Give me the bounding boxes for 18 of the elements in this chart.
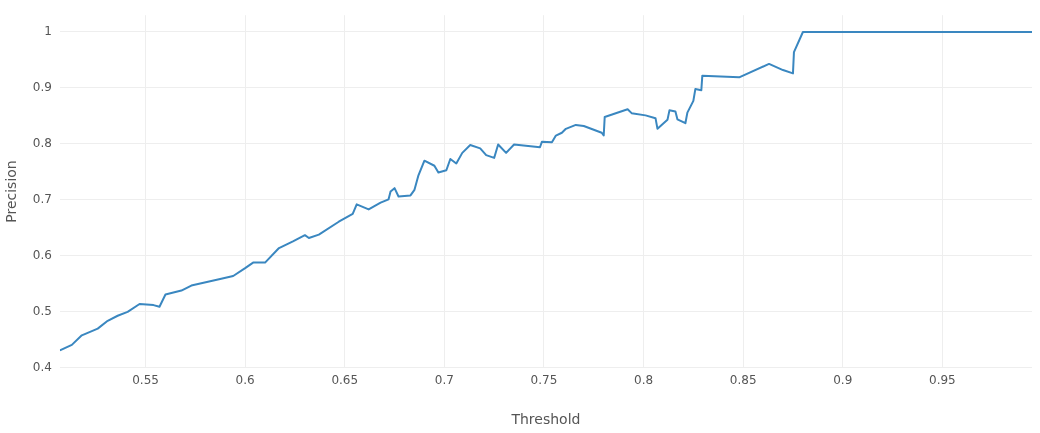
y-tick-label: 0.6 (32, 247, 52, 262)
x-tick-label: 0.75 (530, 373, 558, 388)
y-axis-title: Precision (3, 160, 20, 223)
x-tick-label: 0.6 (235, 373, 255, 388)
x-tick-label: 0.65 (331, 373, 359, 388)
y-tick-label: 1 (44, 24, 52, 39)
x-tick-label: 0.8 (634, 373, 654, 388)
y-tick-label: 0.5 (32, 303, 52, 318)
x-axis-title: Threshold (510, 411, 581, 428)
x-tick-label: 0.7 (434, 373, 454, 388)
x-tick-label: 0.55 (132, 373, 159, 388)
x-tick-label: 0.95 (929, 373, 956, 388)
x-tick-label: 0.85 (729, 373, 757, 388)
y-tick-label: 0.9 (32, 80, 52, 95)
y-tick-label: 0.8 (32, 136, 52, 151)
x-tick-label: 0.9 (833, 373, 853, 388)
y-tick-label: 0.7 (32, 192, 52, 207)
y-tick-label: 0.4 (32, 359, 52, 374)
